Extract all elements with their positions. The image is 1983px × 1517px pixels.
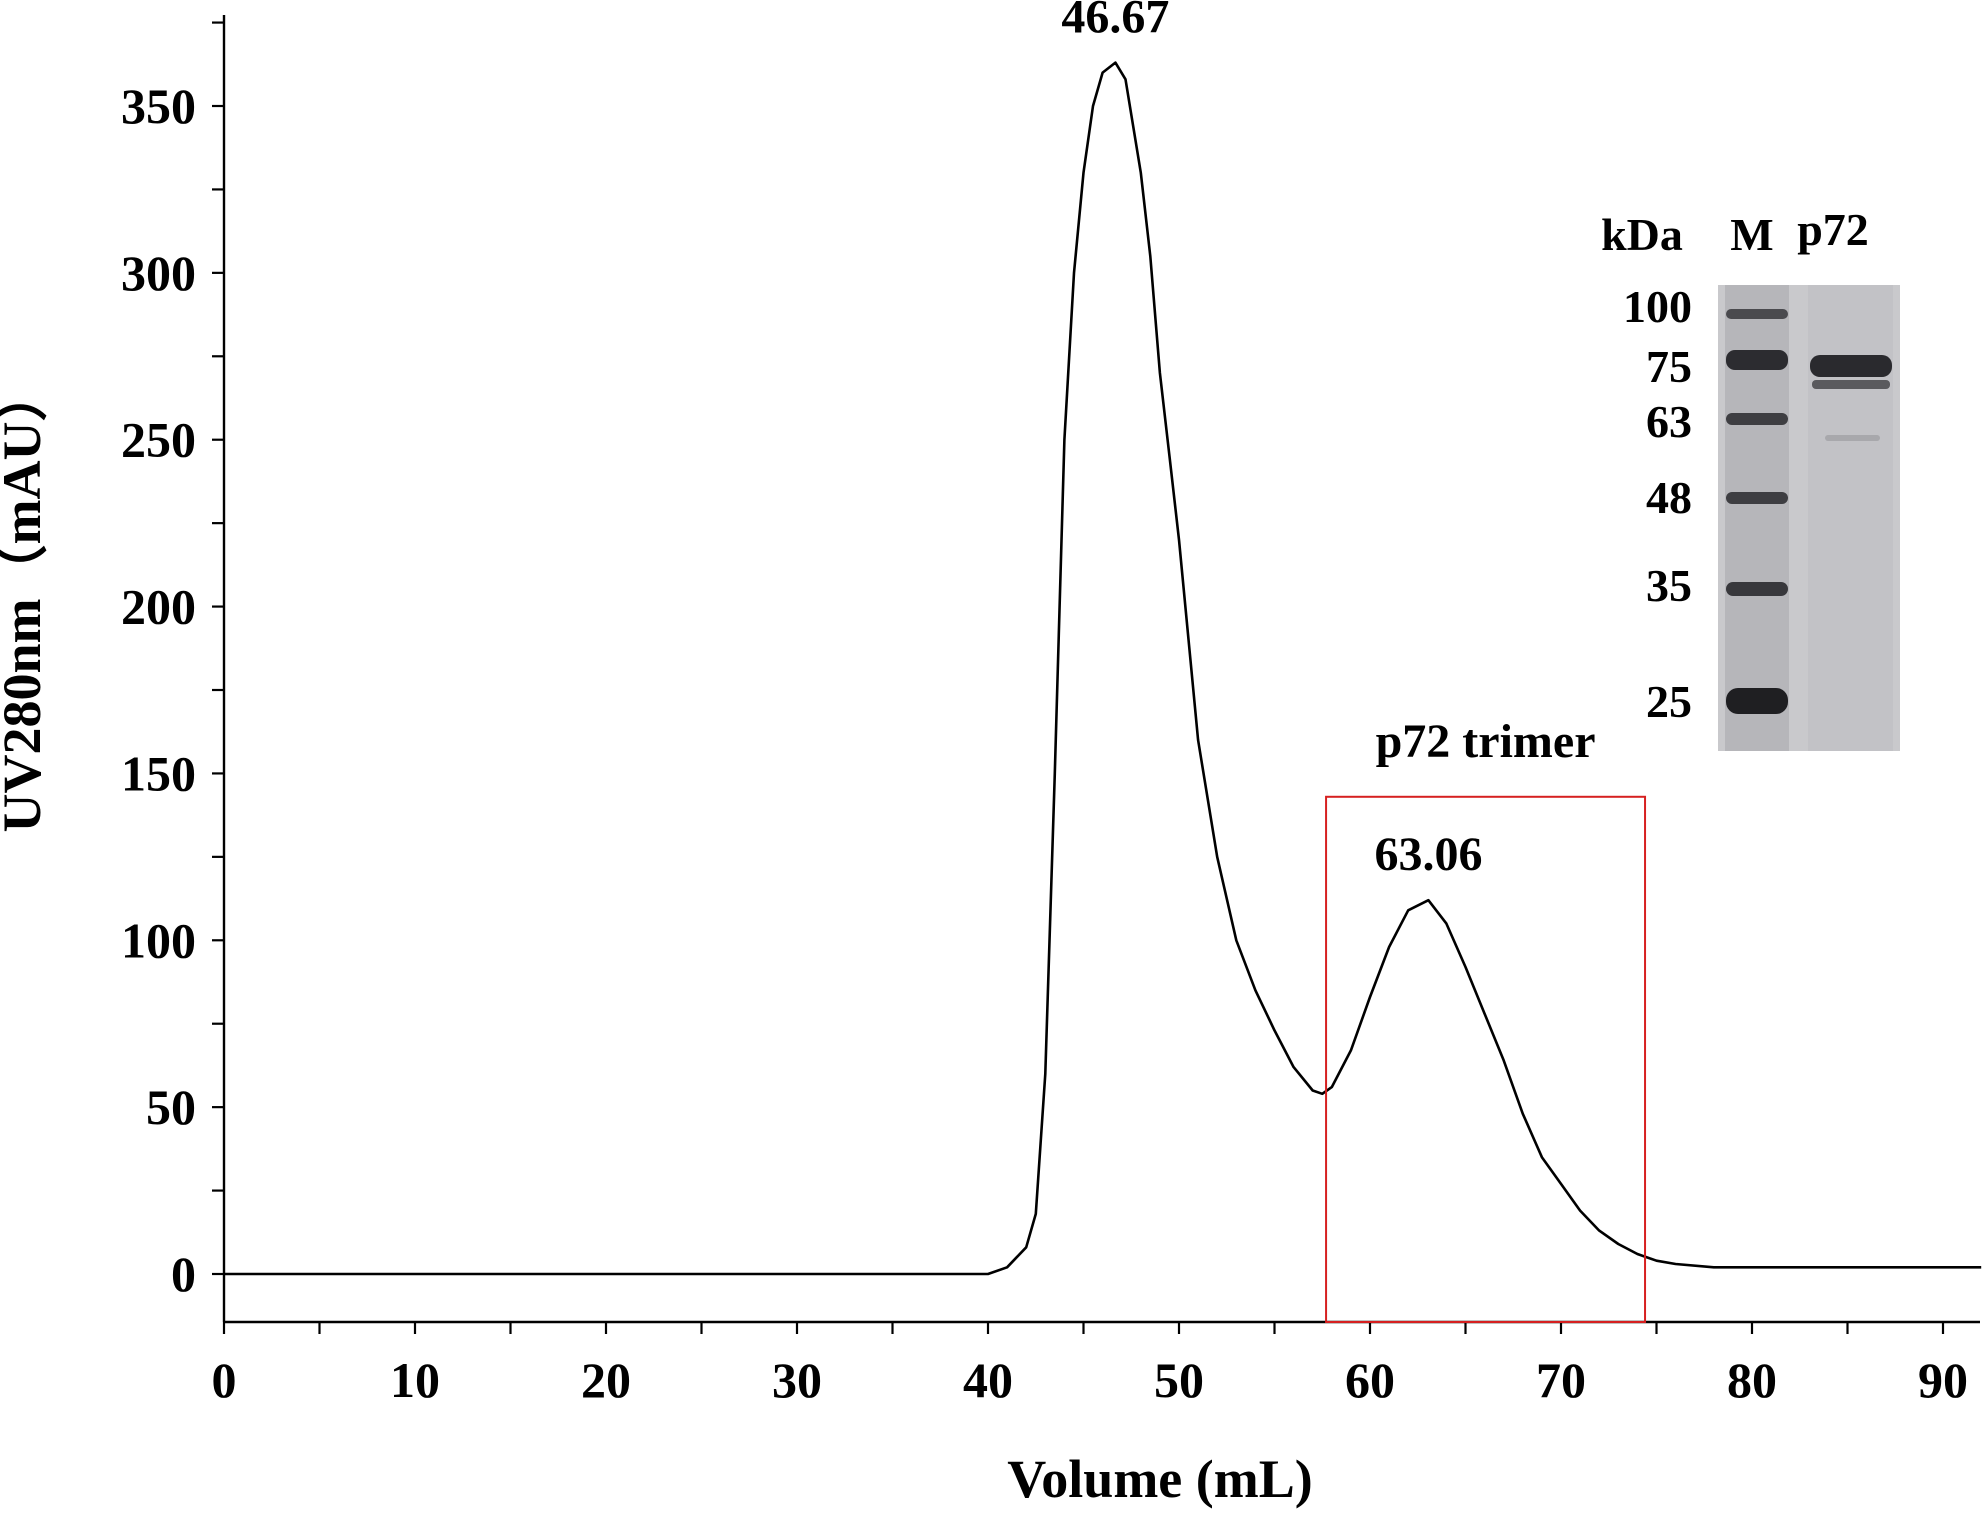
gel-band-p72-main [1810, 355, 1892, 377]
gel-band-marker-75 [1726, 350, 1788, 370]
p72-trimer-highlight-box [1325, 795, 1647, 1323]
peak-label-trimer: 63.06 [1374, 828, 1482, 881]
y-tick-label: 200 [121, 579, 196, 635]
x-tick-label: 70 [1536, 1352, 1586, 1408]
x-tick-label: 90 [1918, 1352, 1968, 1408]
gel-lane-sample [1808, 285, 1893, 751]
highlight-box-label: p72 trimer [1376, 715, 1596, 768]
x-tick-label: 10 [390, 1352, 440, 1408]
axes [222, 15, 1980, 1324]
y-tick-label: 0 [171, 1246, 196, 1302]
x-tick-label: 20 [581, 1352, 631, 1408]
x-tick-label: 0 [212, 1352, 237, 1408]
y-tick-label: 150 [121, 745, 196, 801]
gel-marker-size-48: 48 [1646, 472, 1692, 523]
gel-band-marker-63 [1726, 413, 1788, 425]
x-axis-title: Volume (mL) [1007, 1449, 1313, 1509]
gel-band-marker-100 [1726, 309, 1788, 319]
gel-marker-size-35: 35 [1646, 560, 1692, 611]
gel-marker-size-25: 25 [1646, 676, 1692, 727]
y-tick-label: 100 [121, 912, 196, 968]
gel-lane-label-marker: M [1730, 209, 1773, 260]
gel-band-p72-faint [1825, 435, 1880, 441]
y-tick-label: 50 [146, 1079, 196, 1135]
y-tick-label: 300 [121, 245, 196, 301]
y-tick-label: 350 [121, 78, 196, 134]
gel-band-p72-secondary [1812, 380, 1890, 389]
axis-ticks: 0 50 100 150 200 250 300 350 0 10 20 30 40 50 60 70 80 90 [121, 21, 1968, 1408]
gel-unit-label: kDa [1601, 209, 1683, 260]
x-tick-label: 50 [1154, 1352, 1204, 1408]
x-tick-label: 30 [772, 1352, 822, 1408]
gel-band-marker-48 [1726, 492, 1788, 504]
sds-page-gel-inset: kDa M p72 100 75 63 48 35 25 [1601, 204, 1900, 751]
gel-lane-label-sample: p72 [1797, 204, 1869, 255]
y-tick-label: 250 [121, 412, 196, 468]
gel-marker-size-63: 63 [1646, 396, 1692, 447]
x-tick-label: 80 [1727, 1352, 1777, 1408]
series-line-uv280 [224, 61, 1982, 1276]
peak-label-main: 46.67 [1061, 0, 1169, 44]
x-tick-label: 40 [963, 1352, 1013, 1408]
gel-marker-size-75: 75 [1646, 341, 1692, 392]
gel-band-marker-35 [1726, 582, 1788, 596]
gel-marker-size-100: 100 [1623, 281, 1692, 332]
x-tick-label: 60 [1345, 1352, 1395, 1408]
gel-band-marker-25 [1726, 688, 1788, 714]
y-axis-title: UV280nm（mAU） [0, 368, 52, 833]
